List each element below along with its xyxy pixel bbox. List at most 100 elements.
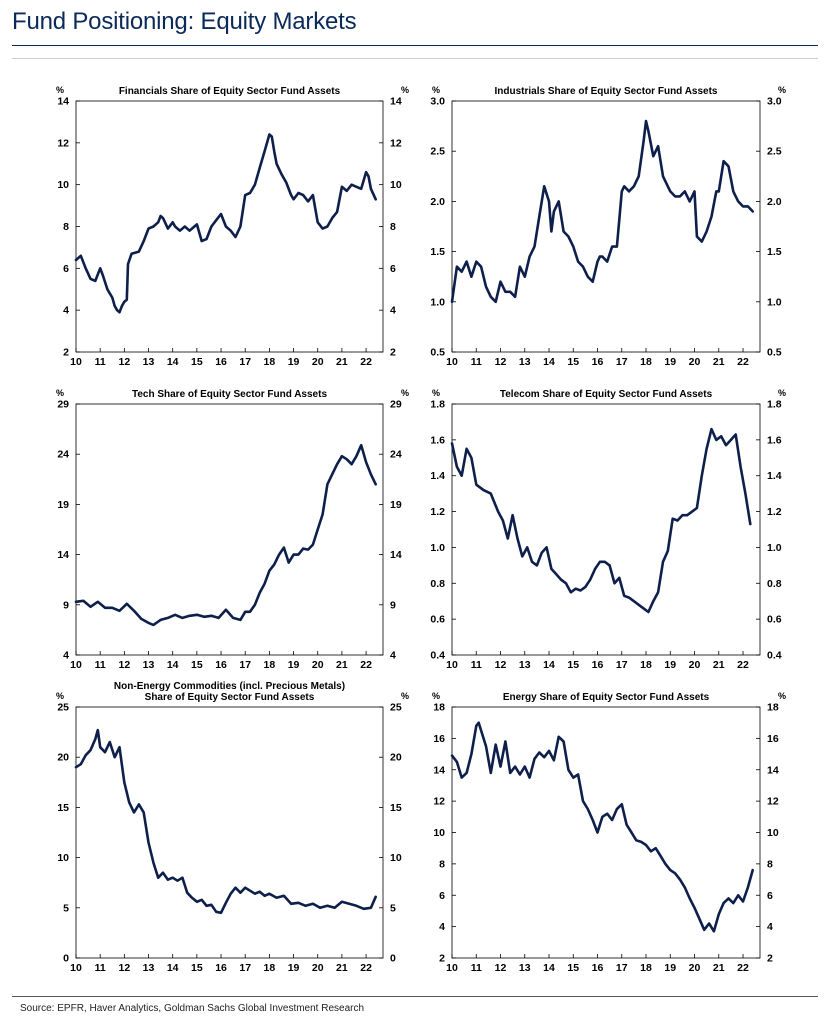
x-tick-label: 19	[664, 356, 676, 368]
x-tick-label: 19	[288, 962, 300, 974]
y-tick-label-right: 0.4	[767, 650, 782, 662]
y-tick-label-right: 15	[390, 802, 402, 814]
y-tick-label-left: 1.5	[430, 246, 445, 258]
y-tick-label-left: 0	[63, 953, 69, 965]
x-tick-label: 19	[288, 356, 300, 368]
y-tick-label-left: 9	[63, 599, 69, 611]
y-tick-label-right: 1.8	[767, 399, 782, 411]
y-tick-label-right: 25	[390, 702, 402, 714]
y-tick-label-right: 2	[767, 953, 773, 965]
x-tick-label: 13	[143, 356, 155, 368]
y-tick-label-right: 14	[390, 549, 402, 561]
chart-panel-2: Industrials Share of Equity Sector Fund …	[430, 85, 786, 368]
chart-title: Non-Energy Commodities (incl. Precious M…	[114, 681, 345, 692]
x-tick-label: 16	[592, 962, 604, 974]
x-tick-label: 20	[689, 659, 701, 671]
x-tick-label: 15	[191, 659, 203, 671]
x-tick-label: 15	[567, 356, 579, 368]
x-tick-label: 22	[360, 356, 372, 368]
y-tick-label-right: 20	[390, 752, 402, 764]
x-tick-label: 11	[471, 659, 482, 671]
x-tick-label: 16	[215, 962, 227, 974]
x-tick-label: 21	[713, 356, 725, 368]
y-tick-label-left: 20	[57, 752, 69, 764]
y-tick-label-right: 14	[767, 764, 779, 776]
y-tick-label-left: 2	[439, 953, 445, 965]
x-tick-label: 16	[215, 659, 227, 671]
y-tick-label-left: 18	[433, 702, 445, 714]
x-tick-label: 22	[360, 659, 372, 671]
y-unit-right: %	[778, 388, 786, 398]
y-tick-label-right: 6	[767, 890, 773, 902]
x-tick-label: 17	[616, 659, 628, 671]
x-tick-label: 16	[215, 356, 227, 368]
y-tick-label-left: 12	[57, 137, 69, 149]
x-tick-label: 14	[167, 356, 179, 368]
x-tick-label: 13	[143, 659, 155, 671]
x-tick-label: 10	[70, 962, 82, 974]
source-rule	[12, 996, 818, 997]
x-tick-label: 17	[616, 356, 628, 368]
series-line	[74, 133, 378, 314]
y-tick-label-right: 2.0	[767, 196, 782, 208]
x-tick-label: 19	[664, 962, 676, 974]
x-tick-label: 20	[312, 962, 324, 974]
y-unit-right: %	[778, 691, 786, 701]
plot-frame	[75, 403, 384, 656]
chart-title: Share of Equity Sector Fund Assets	[145, 692, 315, 703]
y-tick-label-left: 14	[57, 96, 69, 108]
y-tick-label-left: 2.0	[430, 196, 445, 208]
title-subrule	[12, 58, 818, 59]
y-tick-label-right: 9	[390, 599, 396, 611]
title-rule	[12, 45, 818, 46]
series-line	[74, 443, 378, 627]
x-tick-label: 12	[495, 356, 507, 368]
x-tick-label: 18	[264, 962, 276, 974]
y-unit-right: %	[401, 388, 409, 398]
y-tick-label-right: 8	[767, 858, 773, 870]
plot-frame	[451, 403, 761, 656]
y-unit-right: %	[778, 85, 786, 95]
y-tick-label-left: 2	[63, 347, 69, 359]
x-tick-label: 14	[543, 962, 555, 974]
y-tick-label-right: 1.2	[767, 506, 782, 518]
series-line	[450, 721, 755, 933]
y-tick-label-right: 12	[767, 796, 779, 808]
y-tick-label-left: 1.4	[430, 470, 445, 482]
x-tick-label: 20	[312, 356, 324, 368]
x-tick-label: 12	[495, 962, 507, 974]
x-tick-label: 22	[737, 356, 749, 368]
y-tick-label-right: 0	[390, 953, 396, 965]
x-tick-label: 13	[143, 962, 155, 974]
x-tick-label: 10	[446, 356, 458, 368]
x-tick-label: 12	[495, 659, 507, 671]
y-tick-label-right: 2.5	[767, 146, 782, 158]
chart-panel-4: Telecom Share of Equity Sector Fund Asse…	[430, 388, 786, 671]
x-tick-label: 18	[640, 356, 652, 368]
chart-title: Industrials Share of Equity Sector Fund …	[494, 86, 717, 97]
x-tick-label: 13	[519, 659, 531, 671]
y-tick-label-right: 1.6	[767, 434, 782, 446]
y-tick-label-left: 0.8	[430, 578, 445, 590]
y-tick-label-left: 10	[57, 179, 69, 191]
y-tick-label-left: 4	[63, 305, 69, 317]
y-tick-label-right: 4	[390, 650, 396, 662]
x-tick-label: 21	[713, 659, 725, 671]
x-tick-label: 12	[119, 962, 131, 974]
y-tick-label-right: 1.0	[767, 542, 782, 554]
y-tick-label-left: 19	[57, 499, 69, 511]
x-tick-label: 11	[95, 659, 106, 671]
y-tick-label-left: 5	[63, 902, 69, 914]
y-tick-label-right: 5	[390, 902, 396, 914]
y-tick-label-left: 4	[439, 921, 445, 933]
y-tick-label-right: 0.5	[767, 347, 782, 359]
y-tick-label-left: 8	[439, 858, 445, 870]
x-tick-label: 21	[336, 356, 348, 368]
plot-frame	[75, 100, 384, 353]
plot-frame	[451, 100, 761, 353]
x-tick-label: 11	[471, 962, 482, 974]
y-unit-left: %	[56, 691, 64, 701]
y-unit-left: %	[432, 388, 440, 398]
y-tick-label-left: 16	[433, 733, 445, 745]
